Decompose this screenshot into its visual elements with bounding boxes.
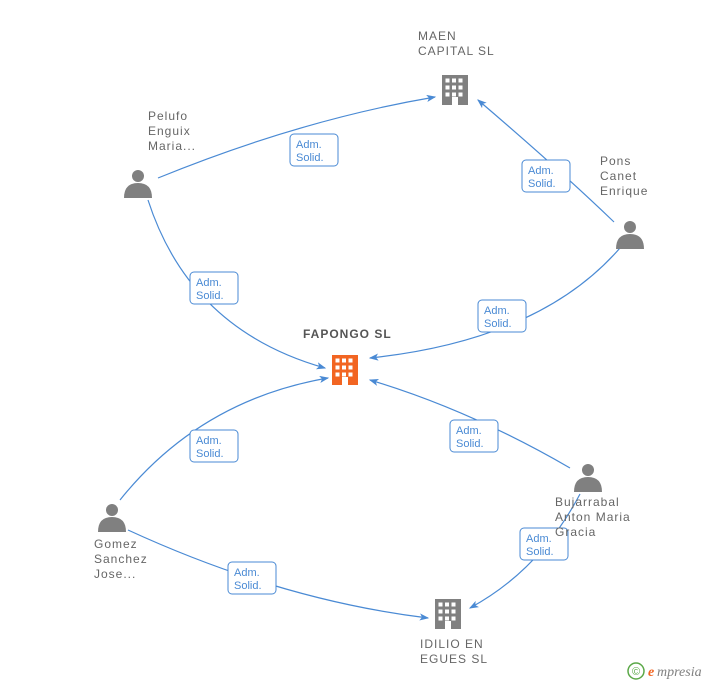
node-label: Canet bbox=[600, 169, 637, 183]
node-gomez: GomezSanchezJose... bbox=[94, 504, 148, 581]
person-icon bbox=[616, 221, 644, 249]
node-pons: PonsCanetEnrique bbox=[600, 154, 648, 249]
person-icon bbox=[574, 464, 602, 492]
edge-label: Adm.Solid. bbox=[478, 300, 526, 332]
edge-label-text: Solid. bbox=[456, 438, 484, 450]
node-label: IDILIO EN bbox=[420, 637, 484, 651]
edge-label: Adm.Solid. bbox=[190, 272, 238, 304]
node-label: MAEN bbox=[418, 29, 457, 43]
edge-label: Adm.Solid. bbox=[522, 160, 570, 192]
node-label: Pons bbox=[600, 154, 631, 168]
node-label: CAPITAL SL bbox=[418, 44, 495, 58]
watermark-text: mpresia bbox=[657, 665, 702, 680]
person-icon bbox=[98, 504, 126, 532]
node-pelufo: PelufoEnguixMaria... bbox=[124, 109, 196, 198]
edge-label-text: Adm. bbox=[196, 277, 222, 289]
building-icon bbox=[332, 355, 358, 385]
edge-label-text: Adm. bbox=[526, 533, 552, 545]
node-label: Gracia bbox=[555, 525, 596, 539]
edge-label-text: Solid. bbox=[528, 178, 556, 190]
node-label: Bujarrabal bbox=[555, 495, 620, 509]
edge-label-text: Adm. bbox=[296, 139, 322, 151]
edge-label-text: Adm. bbox=[484, 305, 510, 317]
edge-label-text: Adm. bbox=[456, 425, 482, 437]
copyright-icon: © bbox=[628, 663, 644, 679]
edge-label-text: Solid. bbox=[196, 448, 224, 460]
node-maen: MAENCAPITAL SL bbox=[418, 29, 495, 105]
edge-label-text: Solid. bbox=[234, 580, 262, 592]
node-label: Sanchez bbox=[94, 552, 148, 566]
node-fapongo: FAPONGO SL bbox=[303, 327, 392, 385]
node-label: Enguix bbox=[148, 124, 191, 138]
nodes-layer: MAENCAPITAL SL FAPONGO SL IDILIO ENEGUES S… bbox=[94, 29, 648, 666]
edge-label-text: Adm. bbox=[196, 435, 222, 447]
node-label: Anton Maria bbox=[555, 510, 631, 524]
node-label: Jose... bbox=[94, 567, 136, 581]
node-label: Pelufo bbox=[148, 109, 188, 123]
edge-label-text: Solid. bbox=[196, 290, 224, 302]
building-icon bbox=[435, 599, 461, 629]
node-label: Gomez bbox=[94, 537, 138, 551]
edge-label-text: Adm. bbox=[234, 567, 260, 579]
watermark-initial: e bbox=[648, 665, 654, 680]
network-diagram: Adm.Solid.Adm.Solid.Adm.Solid.Adm.Solid.… bbox=[0, 0, 728, 685]
node-label: Enrique bbox=[600, 184, 648, 198]
watermark: © empresia bbox=[628, 663, 702, 680]
edge-label: Adm.Solid. bbox=[450, 420, 498, 452]
edge-labels-layer: Adm.Solid.Adm.Solid.Adm.Solid.Adm.Solid.… bbox=[190, 134, 570, 594]
node-label: FAPONGO SL bbox=[303, 327, 392, 341]
edge-label: Adm.Solid. bbox=[190, 430, 238, 462]
node-label: EGUES SL bbox=[420, 652, 488, 666]
node-bujarrabal: BujarrabalAnton MariaGracia bbox=[555, 464, 631, 539]
copyright-symbol: © bbox=[632, 666, 640, 678]
person-icon bbox=[124, 170, 152, 198]
edge-label-text: Solid. bbox=[296, 152, 324, 164]
edge-label: Adm.Solid. bbox=[228, 562, 276, 594]
building-icon bbox=[442, 75, 468, 105]
node-label: Maria... bbox=[148, 139, 196, 153]
edge-label-text: Solid. bbox=[484, 318, 512, 330]
node-idilio: IDILIO ENEGUES SL bbox=[420, 599, 488, 666]
edge-label-text: Solid. bbox=[526, 546, 554, 558]
edge-label-text: Adm. bbox=[528, 165, 554, 177]
edge bbox=[128, 530, 428, 618]
edge-label: Adm.Solid. bbox=[290, 134, 338, 166]
